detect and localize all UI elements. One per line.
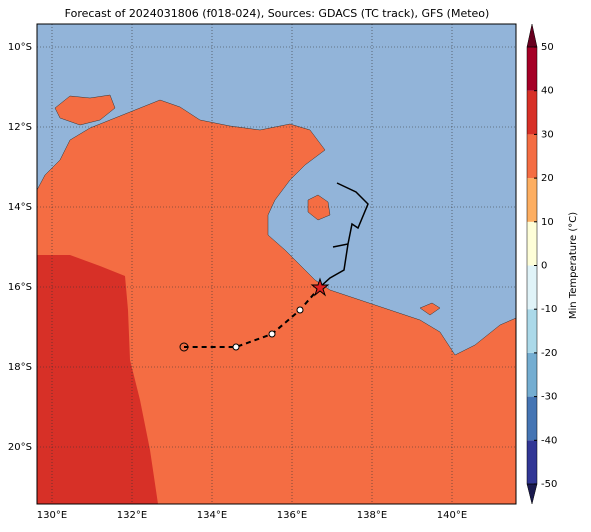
track-point (268, 330, 276, 338)
island (54, 94, 116, 126)
land (37, 99, 516, 504)
island (419, 302, 441, 316)
colorbar-tick-label: 30 (541, 129, 554, 140)
colorbar-tick-label: 10 (541, 217, 554, 228)
track-point (296, 306, 304, 314)
colorbar-band (527, 90, 537, 135)
colorbar-band (527, 309, 537, 353)
lat-tick-label: 20°S (8, 442, 32, 453)
colorbar: -50 -40 -30 -20 -10 0 10 20 30 40 50 Min Temperatur… (526, 23, 579, 505)
colorbar-tick-label: 50 (541, 42, 554, 53)
lat-tick-label: 14°S (8, 202, 32, 213)
lon-tick-label: 134°E (197, 510, 227, 521)
island (307, 194, 331, 221)
lat-tick-label: 12°S (8, 122, 32, 133)
lon-tick-label: 140°E (437, 510, 467, 521)
colorbar-band (527, 440, 537, 484)
colorbar-band (527, 352, 537, 397)
colorbar-band (527, 134, 537, 179)
lon-tick-label: 136°E (277, 510, 307, 521)
colorbar-label: Min Temperature (°C) (568, 212, 579, 319)
hot-region (37, 255, 158, 504)
colorbar-tick-label: -50 (541, 479, 557, 490)
track-point (179, 342, 189, 352)
map-area (37, 24, 516, 504)
colorbar-tick-label: -40 (541, 435, 557, 446)
colorbar-tick-label: 40 (541, 86, 554, 97)
current-position (310, 277, 330, 297)
track-point (232, 343, 240, 351)
colorbar-tick-label: -30 (541, 392, 557, 403)
colorbar-tick-label: 0 (541, 261, 547, 272)
colorbar-band (527, 178, 537, 222)
lat-tick-label: 16°S (8, 282, 32, 293)
colorbar-extend (526, 483, 538, 505)
colorbar-extend (526, 23, 538, 48)
colorbar-band (527, 221, 537, 266)
map-frame (36, 23, 517, 505)
colorbar-band (527, 265, 537, 310)
lat-tick-label: 10°S (8, 42, 32, 53)
lon-tick-label: 132°E (117, 510, 147, 521)
lat-tick-label: 18°S (8, 362, 32, 373)
colorbar-band (527, 47, 537, 91)
colorbar-tick-label: -20 (541, 348, 557, 359)
colorbar-band (527, 396, 537, 441)
grid (37, 24, 516, 504)
lon-tick-label: 130°E (37, 510, 67, 521)
title: Forecast of 2024031806 (f018-024), Sourc… (65, 7, 490, 20)
colorbar-tick-label: -10 (541, 304, 557, 315)
observed-track (319, 182, 369, 288)
lon-tick-label: 138°E (357, 510, 387, 521)
colorbar-tick-label: 20 (541, 173, 554, 184)
